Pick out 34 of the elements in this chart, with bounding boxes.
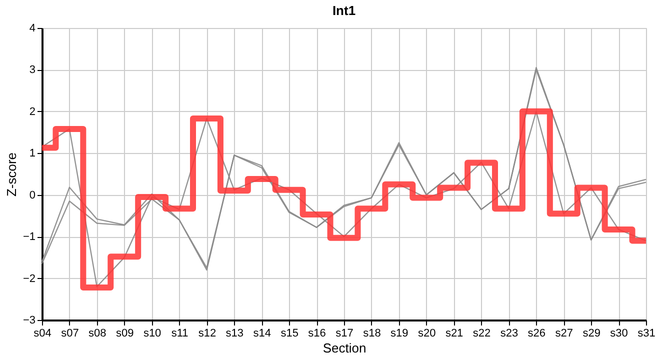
y-tick-label: 2 <box>29 106 36 118</box>
x-axis-title: Section <box>322 340 366 356</box>
x-tick-label: s12 <box>198 328 216 340</box>
x-tick-label: s22 <box>472 328 491 340</box>
x-tick-label: s19 <box>390 328 408 340</box>
x-tick-label: s14 <box>253 328 272 340</box>
x-tick-label: s07 <box>61 328 79 340</box>
x-tick-label: s31 <box>638 328 656 340</box>
x-tick-label: s08 <box>88 328 106 340</box>
y-tick-label: 3 <box>29 64 36 76</box>
y-tick-label: 0 <box>29 189 36 202</box>
y-tick-label: 1 <box>29 148 36 160</box>
x-tick-label: s13 <box>226 328 244 340</box>
x-tick-label: s20 <box>418 328 436 340</box>
x-tick-label: s29 <box>582 328 600 340</box>
x-tick-label: s26 <box>528 328 546 340</box>
chart-title: Int1 <box>332 3 356 18</box>
x-tick-label: s04 <box>34 328 52 340</box>
y-tick-label: −3 <box>22 314 36 326</box>
y-tick-label: 4 <box>29 22 36 34</box>
x-tick-label: s17 <box>336 328 354 340</box>
x-tick-label: s18 <box>363 328 381 340</box>
y-axis-title: Z-score <box>4 152 19 197</box>
x-tick-label: s11 <box>171 328 188 340</box>
x-tick-label: s15 <box>280 328 298 340</box>
x-tick-label: s21 <box>445 328 464 340</box>
x-tick-label: s16 <box>308 328 326 340</box>
x-tick-label: s23 <box>500 328 518 340</box>
x-tick-label: s10 <box>143 328 162 340</box>
y-tick-label: −1 <box>22 231 36 244</box>
x-tick-label: s09 <box>116 328 134 340</box>
y-tick-label: −2 <box>22 272 36 285</box>
x-tick-label: s30 <box>610 328 628 340</box>
x-tick-label: s27 <box>555 328 574 340</box>
